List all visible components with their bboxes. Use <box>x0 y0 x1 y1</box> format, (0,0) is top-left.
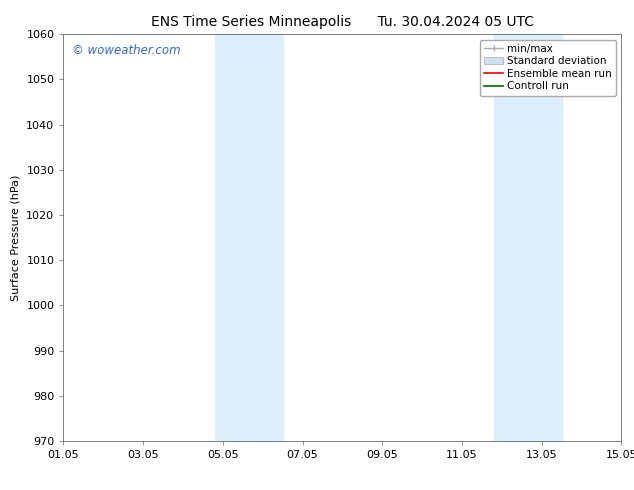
Title: ENS Time Series Minneapolis      Tu. 30.04.2024 05 UTC: ENS Time Series Minneapolis Tu. 30.04.20… <box>151 15 534 29</box>
Legend: min/max, Standard deviation, Ensemble mean run, Controll run: min/max, Standard deviation, Ensemble me… <box>480 40 616 96</box>
Bar <box>215 34 283 441</box>
Y-axis label: Surface Pressure (hPa): Surface Pressure (hPa) <box>11 174 21 301</box>
Text: © woweather.com: © woweather.com <box>72 45 181 57</box>
Bar <box>494 34 562 441</box>
